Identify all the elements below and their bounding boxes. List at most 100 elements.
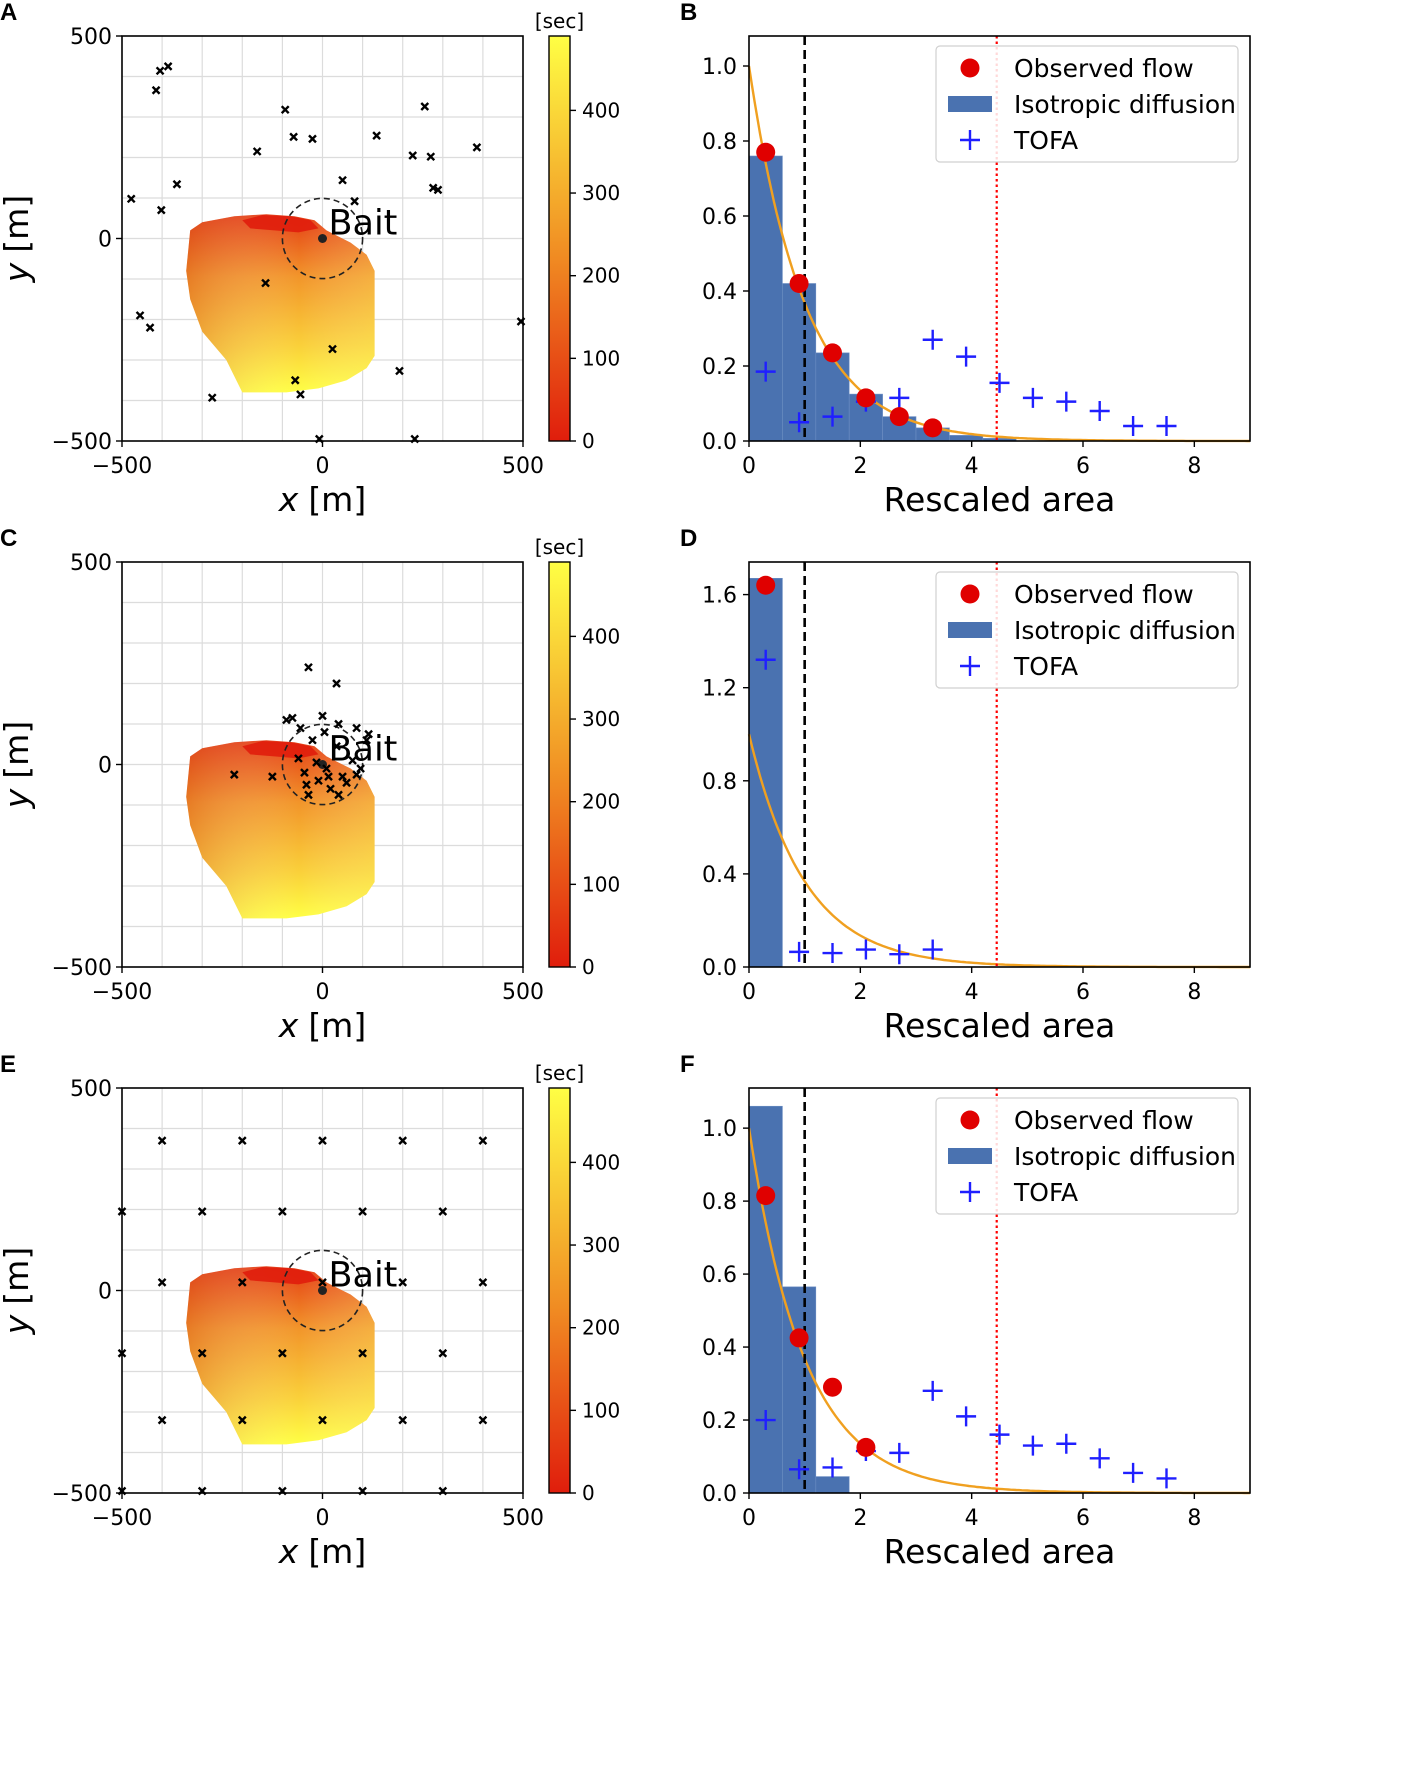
tofa-marker (1156, 1468, 1177, 1489)
x-tick-label: 500 (502, 980, 544, 1005)
hist-panel-b: 0 2 4 6 8 0.0 0.2 0.4 0.6 0.8 1.0 Rescaled area Obse… (702, 35, 1251, 519)
legend-tofa-swatch (960, 656, 980, 676)
y-axis-symbol: y (0, 788, 36, 809)
tracker-marker (438, 1348, 448, 1358)
tracker-marker (296, 390, 305, 399)
x-axis-label: Rescaled area (884, 1006, 1116, 1045)
tracker-marker (207, 393, 217, 403)
tofa-marker (1022, 1435, 1043, 1456)
tracker-marker (348, 756, 357, 765)
tracker-marker (294, 754, 303, 763)
y-tick-label: 0 (98, 1280, 112, 1305)
x-axis-symbol: x (278, 1532, 299, 1571)
legend: Observed flow Isotropic diffusion TOFA (935, 571, 1239, 689)
bait-radius-circle (281, 197, 364, 280)
legend-tofa-swatch (960, 1182, 980, 1202)
tofa-marker (889, 1442, 910, 1463)
colorbar-gradient (548, 561, 571, 968)
x-tick-label: 0 (742, 1506, 756, 1531)
tofa-marker (789, 941, 810, 962)
x-tick-label: 2 (853, 1506, 867, 1531)
tracker-marker (163, 62, 173, 71)
heatmap-shading (186, 214, 375, 393)
colorbar-tick-label: 300 (582, 1233, 620, 1257)
y-axis-unit: [m] (0, 195, 36, 253)
observed-point (789, 1328, 809, 1348)
tracker-marker (395, 366, 404, 376)
tracker-marker (364, 729, 373, 739)
y-tick-label: 0.0 (702, 430, 737, 455)
observed-point (789, 274, 809, 293)
x-tick-label: −500 (92, 454, 152, 479)
tracker-marker (350, 196, 359, 206)
tracker-marker (282, 715, 291, 725)
y-tick-label: 0.4 (702, 280, 737, 305)
legend-histogram-swatch (948, 96, 992, 112)
panel-letter: F (680, 1051, 695, 1078)
tracker-marker (362, 735, 371, 745)
tracker-marker (342, 778, 351, 788)
tracker-marker (290, 375, 300, 385)
colorbar-gradient (548, 35, 571, 442)
tofa-marker (922, 939, 943, 960)
tracker-marker (237, 1136, 247, 1145)
x-tick-label: −500 (92, 1506, 152, 1531)
colorbar: [sec] 400 300 200 100 0 (535, 535, 620, 979)
tracker-marker (237, 1415, 247, 1425)
colorbar-tick-label: 0 (582, 955, 595, 979)
tracker-marker (278, 1348, 287, 1358)
tracker-marker (338, 772, 347, 781)
x-tick-label: 4 (965, 1506, 979, 1531)
tracker-marker (300, 768, 309, 777)
y-tick-label: 0.4 (702, 863, 737, 888)
heatmap-hot-strip (242, 1267, 319, 1285)
colorbar-tick-label: 200 (582, 264, 620, 288)
tracker-marker (320, 727, 329, 737)
y-tick-label: 0 (98, 754, 112, 779)
x-tick-label: 0 (316, 454, 330, 479)
tracker-marker (229, 770, 239, 779)
panel-letter: B (680, 0, 697, 26)
tracker-marker (308, 735, 317, 745)
tofa-marker (755, 361, 776, 382)
tofa-marker (1056, 391, 1077, 412)
colorbar-tick-label: 300 (582, 181, 620, 205)
x-axis-label: Rescaled area (884, 480, 1116, 519)
tofa-marker (1089, 1448, 1110, 1469)
colorbar: [sec] 400 300 200 100 0 (535, 9, 620, 453)
tofa-marker (755, 1410, 776, 1431)
x-axis-label: x [m] (278, 1006, 366, 1045)
tracker-marker (197, 1207, 207, 1216)
x-tick-label: 0 (742, 980, 756, 1005)
tofa-marker (922, 1380, 943, 1401)
tracker-marker (332, 679, 341, 688)
y-tick-label: 0.2 (702, 355, 737, 380)
bait-point (318, 1286, 327, 1295)
tracker-marker (398, 1415, 408, 1425)
legend-histogram-swatch (948, 622, 992, 638)
tracker-marker (318, 1415, 327, 1425)
tracker-marker (426, 152, 436, 162)
colorbar-unit: [sec] (535, 9, 584, 33)
tofa-marker (956, 346, 977, 367)
legend-observed-swatch (960, 58, 980, 78)
tracker-marker (420, 102, 430, 111)
observed-point (923, 418, 943, 438)
tracker-marker (151, 85, 161, 95)
y-tick-label: 0.6 (702, 205, 737, 230)
tracker-marker (261, 278, 270, 288)
panel-letter: A (0, 0, 17, 26)
histogram-bar (815, 1476, 850, 1494)
hist-panel-f: 0 2 4 6 8 0.0 0.2 0.4 0.6 0.8 1.0 Rescaled area Obse… (702, 1087, 1251, 1571)
y-tick-label: −500 (52, 956, 112, 981)
x-axis-label: x [m] (278, 1532, 366, 1571)
y-tick-label: 1.0 (702, 1117, 737, 1142)
x-tick-label: 2 (853, 980, 867, 1005)
legend-label: TOFA (1013, 1178, 1078, 1207)
y-tick-label: 500 (70, 551, 112, 576)
tofa-marker (1123, 416, 1144, 436)
colorbar-unit: [sec] (535, 1061, 584, 1085)
tracker-marker (428, 183, 438, 193)
